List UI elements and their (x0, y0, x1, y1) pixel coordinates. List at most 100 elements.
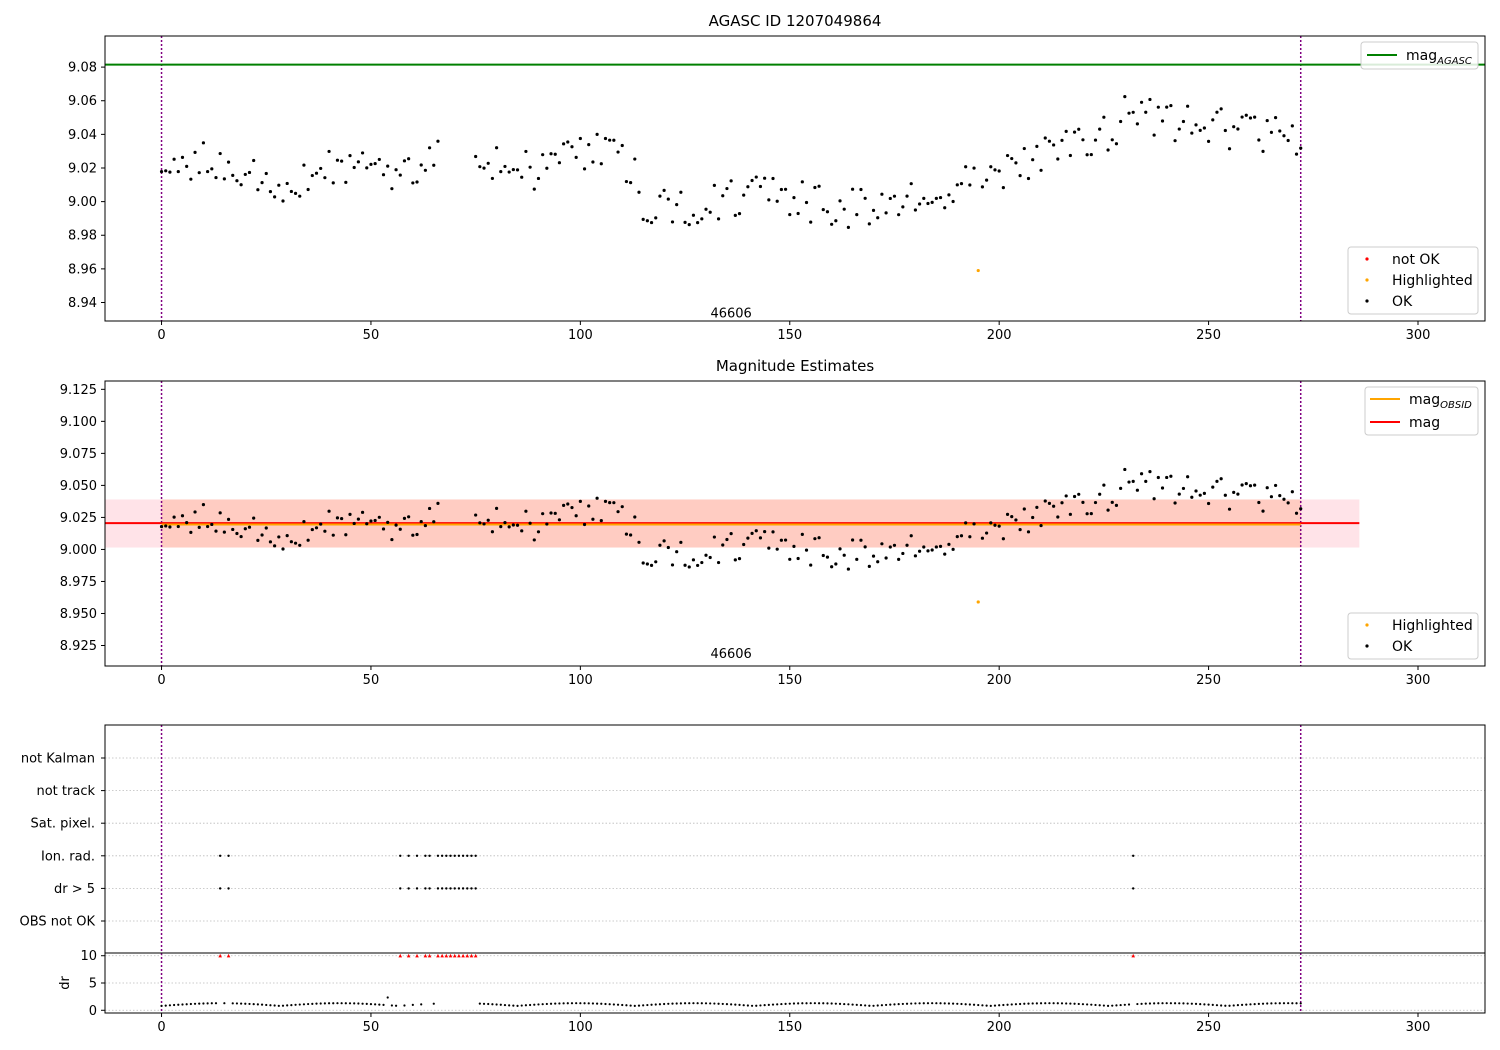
flag-point (449, 854, 452, 857)
y-tick-label: 9.02 (68, 161, 97, 176)
ok-point (260, 181, 264, 185)
y-tick-label: 9.000 (60, 543, 97, 558)
flag-point (440, 854, 444, 857)
dr-point (214, 1002, 218, 1005)
dr-point (746, 1004, 749, 1007)
ok-point (1026, 530, 1031, 534)
ok-point (1064, 494, 1068, 498)
x-tick-label: 200 (987, 1020, 1012, 1035)
ok-point (172, 157, 176, 161)
ok-point (566, 502, 570, 506)
ok-point (863, 545, 867, 549)
ok-point (658, 543, 662, 547)
ok-point (482, 522, 486, 526)
dr-point (1081, 1003, 1085, 1006)
ok-point (1123, 95, 1127, 99)
y-tick-label: 9.025 (60, 511, 97, 526)
ok-point (742, 542, 746, 547)
ok-point (754, 175, 758, 179)
dr-point (332, 1002, 335, 1005)
dr-point (265, 1003, 268, 1007)
ok-point (1056, 515, 1060, 519)
ok-point (1077, 492, 1081, 496)
flag-point (474, 854, 477, 857)
ok-point (629, 533, 633, 537)
ok-point (189, 177, 193, 181)
legend-label-mag: mag (1409, 415, 1440, 431)
y-tick-label: 8.925 (60, 639, 97, 654)
ok-point (1014, 161, 1018, 165)
ok-point (402, 159, 407, 163)
ok-point (231, 173, 235, 177)
panel1-legend-upper: magAGASC (1360, 41, 1479, 70)
flag-point (399, 887, 402, 890)
dr-point (327, 1002, 331, 1005)
flag-point (440, 887, 444, 890)
ok-point (268, 540, 273, 544)
ok-point (830, 565, 834, 569)
ok-point (842, 553, 846, 557)
ok-point (277, 183, 281, 187)
ok-point (951, 547, 955, 551)
ok-point (708, 210, 712, 214)
dr-point (947, 1002, 951, 1005)
dr-point (604, 1002, 607, 1006)
dr-point (411, 1003, 414, 1006)
ok-point (763, 530, 767, 534)
dr-point (872, 1004, 875, 1007)
ok-point (273, 195, 277, 199)
ok-point (821, 207, 825, 212)
ok-point (972, 166, 976, 170)
ok-point (595, 132, 599, 136)
dr-point (206, 1002, 209, 1005)
dr-point (403, 1004, 406, 1007)
ok-point (846, 567, 850, 571)
highlighted-point (976, 268, 980, 273)
dr-point (487, 1002, 490, 1006)
dr-point (286, 1004, 289, 1007)
ok-point (1010, 156, 1014, 161)
obsid-annotation: 46606 (710, 306, 751, 321)
ok-point (603, 499, 608, 503)
y-tick-label: 5 (89, 977, 97, 992)
dr-point (914, 1002, 917, 1005)
ok-point (624, 532, 629, 536)
flag-category-label: Ion. rad. (41, 849, 95, 864)
ok-point (348, 153, 352, 158)
ok-point (411, 533, 415, 537)
ok-point (247, 170, 252, 175)
ok-point (536, 176, 541, 181)
dr-point (240, 1002, 243, 1005)
ok-point (536, 530, 541, 534)
ok-point (901, 205, 905, 209)
ok-point (704, 553, 708, 557)
dr-point (1161, 1002, 1164, 1005)
flag-point (457, 887, 461, 890)
ok-point (335, 158, 340, 162)
dr-point (1220, 1004, 1223, 1007)
ok-point (545, 166, 549, 170)
ok-point (943, 206, 947, 210)
ok-point (1223, 493, 1227, 497)
ok-point (226, 160, 231, 164)
ok-point (252, 516, 256, 520)
ok-point (867, 222, 871, 226)
dr-point (562, 1002, 565, 1005)
ok-point (1148, 97, 1152, 102)
dr-point (394, 1004, 398, 1007)
ok-point (1227, 147, 1232, 151)
ok-point (1135, 122, 1139, 126)
ok-point (310, 527, 314, 532)
dr-point (290, 1003, 293, 1007)
dr-point (294, 1003, 297, 1006)
ok-point (436, 139, 440, 143)
ok-point (1160, 119, 1165, 123)
legend-label-mag-agasc: magAGASC (1406, 48, 1472, 67)
ok-point (989, 165, 993, 169)
dr-point (336, 1002, 339, 1005)
ok-point (427, 506, 432, 511)
ok-point (641, 561, 645, 565)
ok-point (771, 530, 775, 534)
ok-point (390, 537, 394, 542)
dr-point (1140, 1002, 1143, 1005)
